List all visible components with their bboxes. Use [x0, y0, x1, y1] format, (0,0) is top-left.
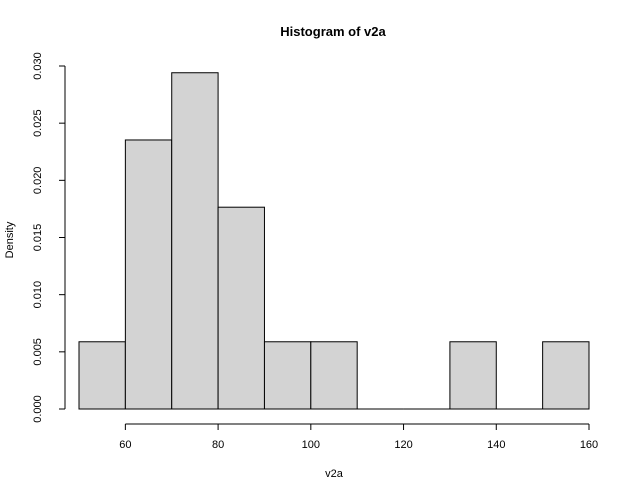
y-axis-label: Density: [4, 221, 16, 258]
y-tick-label: 0.010: [32, 281, 44, 309]
histogram-bar: [124, 139, 173, 410]
y-tick-label: 0.025: [32, 109, 44, 137]
bars-group: [78, 72, 590, 410]
y-tick-label: 0.000: [32, 395, 44, 423]
x-tick-label: 120: [394, 439, 412, 451]
histogram-bar: [78, 341, 126, 410]
x-tick-label: 60: [119, 439, 131, 451]
x-tick-label: 100: [302, 439, 320, 451]
x-axis: 60 80 100 120 140 160: [119, 423, 598, 451]
x-axis-label: v2a: [325, 468, 344, 480]
x-tick-label: 160: [580, 439, 598, 451]
y-axis: 0.000 0.005 0.010 0.015 0.020 0.025 0.030: [32, 52, 66, 423]
y-tick-label: 0.020: [32, 167, 44, 195]
histogram-bar: [171, 72, 219, 410]
histogram-bar: [217, 206, 265, 410]
histogram-bar: [449, 341, 497, 410]
chart-title: Histogram of v2a: [280, 24, 386, 39]
y-tick-label: 0.005: [32, 338, 44, 366]
y-tick-label: 0.030: [32, 52, 44, 80]
x-tick-label: 80: [212, 439, 224, 451]
y-tick-label: 0.015: [32, 224, 44, 252]
histogram-bar: [263, 341, 312, 410]
histogram-bar: [310, 341, 358, 410]
histogram-bar: [542, 341, 590, 410]
x-tick-label: 140: [487, 439, 505, 451]
